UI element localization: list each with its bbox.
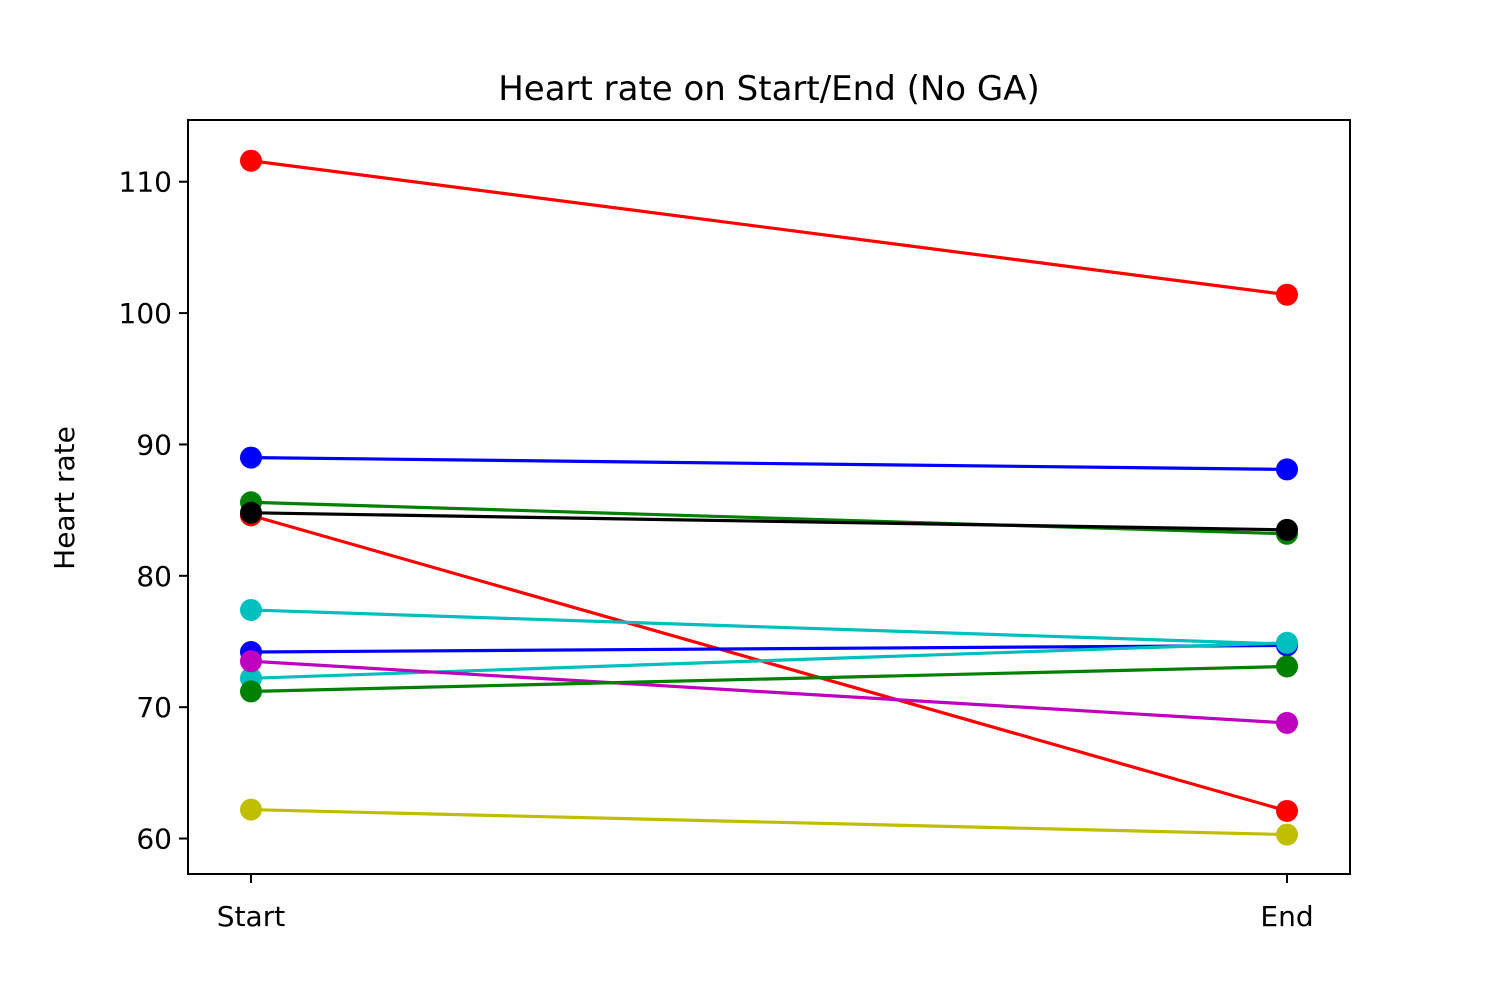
plot-frame [187, 119, 1351, 875]
series-5 [240, 501, 1298, 541]
series-11 [240, 798, 1298, 846]
y-axis-label: Heart rate [48, 426, 81, 570]
series-line [250, 511, 1288, 532]
series-line [250, 159, 1288, 297]
y-tick-label: 60 [136, 823, 172, 856]
data-point [1276, 799, 1298, 822]
data-point [240, 598, 262, 621]
series-1 [240, 149, 1298, 306]
y-tick-label: 110 [119, 166, 172, 199]
series-10 [240, 655, 1298, 703]
series-line [250, 513, 1288, 813]
plot-lines [240, 149, 1298, 846]
x-tick-label: Start [217, 900, 285, 933]
series-line [250, 659, 1288, 725]
data-point [1276, 283, 1298, 306]
series-line [250, 664, 1288, 694]
x-tick-label: End [1260, 900, 1313, 933]
y-tick-label: 70 [136, 691, 172, 724]
data-point [240, 501, 262, 524]
data-point [1276, 655, 1298, 678]
data-point [240, 798, 262, 821]
chart-title: Heart rate on Start/End (No GA) [498, 69, 1040, 109]
y-axis-ticks: 60 70 80 90 100 110 [119, 166, 188, 856]
y-tick-label: 80 [136, 560, 172, 593]
series-line [250, 608, 1288, 646]
data-point [240, 149, 262, 172]
x-axis-ticks: Start End [217, 874, 1314, 933]
y-tick-label: 100 [119, 297, 172, 330]
data-point [1276, 518, 1298, 541]
series-line [250, 808, 1288, 837]
data-point [240, 650, 262, 673]
series-line [250, 643, 1288, 654]
data-point [240, 446, 262, 469]
y-tick-label: 90 [136, 428, 172, 461]
series-line [250, 455, 1288, 472]
data-point [1276, 458, 1298, 481]
series-9 [240, 650, 1298, 734]
data-point [1276, 711, 1298, 734]
series-2 [240, 446, 1298, 481]
data-point [240, 680, 262, 703]
data-point [1276, 631, 1298, 654]
data-point [1276, 823, 1298, 846]
